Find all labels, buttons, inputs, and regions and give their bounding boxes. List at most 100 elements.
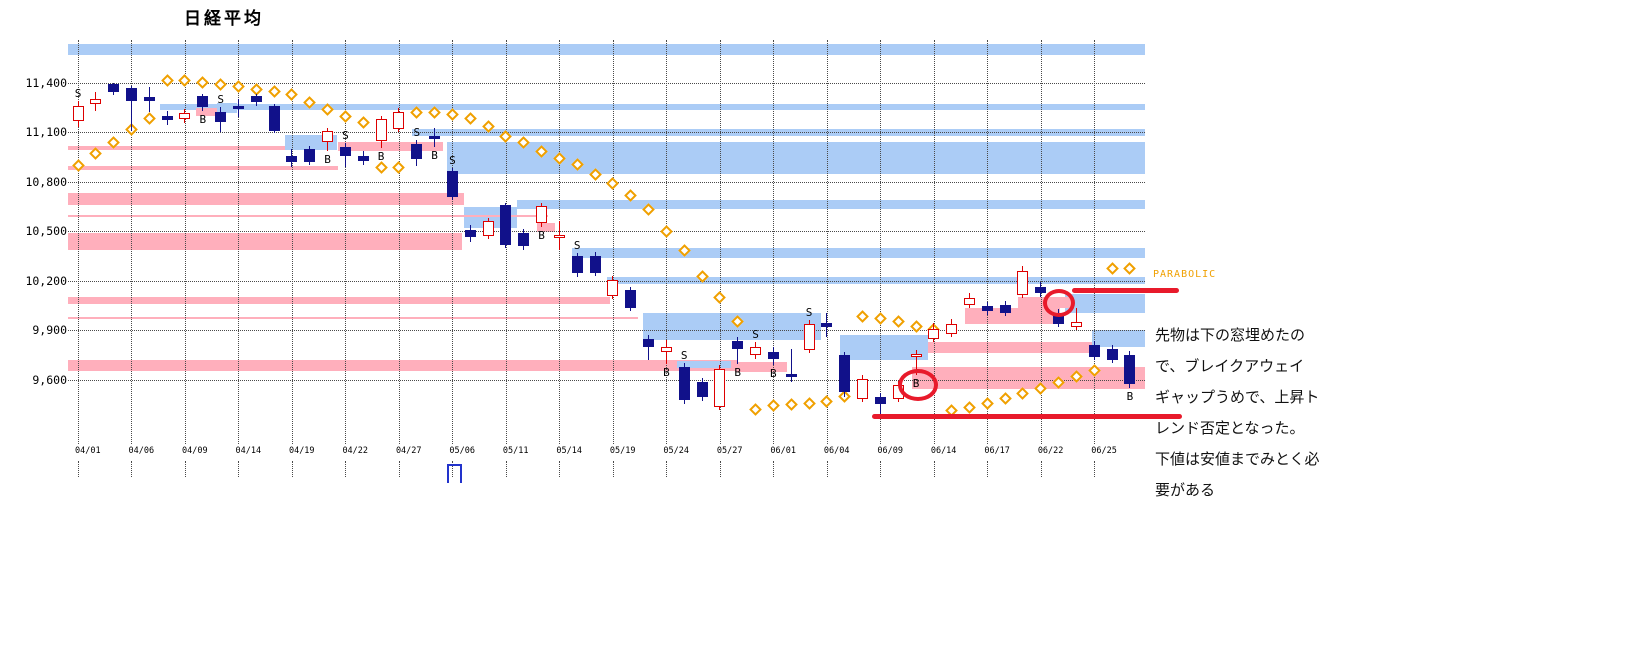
price-zone-blue [160, 104, 1145, 110]
price-zone-blue [1092, 330, 1145, 347]
parabolic-sar-dot [998, 392, 1012, 406]
parabolic-sar-dot [160, 74, 174, 87]
parabolic-sar-dot [463, 111, 477, 125]
parabolic-sar-dot [980, 397, 994, 411]
annotation-note-line: で、ブレイクアウェイ [1155, 357, 1305, 375]
candle-down [357, 155, 369, 161]
v-gridline [773, 40, 775, 444]
trade-marker-sell: S [342, 128, 349, 142]
candle-up [928, 329, 940, 340]
price-zone-pink [68, 193, 464, 205]
v-gridline [184, 40, 186, 444]
trade-marker-sell: S [74, 86, 82, 100]
x-axis-label: 05/19 [609, 446, 636, 456]
price-zone-pink [68, 215, 548, 217]
candle-up [375, 119, 387, 141]
annotation-note-line: ギャップうめで、上昇ト [1155, 388, 1320, 406]
candle-down [125, 88, 137, 102]
candle-down [429, 136, 441, 140]
candle-down [286, 155, 298, 162]
parabolic-sar-dot [749, 403, 762, 417]
axis-tick [612, 461, 614, 477]
annotation-red-line [872, 414, 1182, 419]
candle-down [625, 289, 637, 308]
price-zone-pink [68, 317, 638, 319]
parabolic-legend-label: PARABOLIC [1153, 269, 1217, 280]
price-zone-pink [68, 166, 338, 170]
trade-marker-sell: S [680, 349, 688, 363]
v-gridline [78, 40, 79, 444]
candle-wick [790, 349, 792, 382]
trade-marker-buy: B [199, 113, 207, 127]
x-axis-label: 05/11 [502, 446, 529, 456]
candle-up [322, 131, 334, 142]
candle-down [767, 352, 779, 360]
y-axis-label: 9,600 [32, 373, 67, 388]
parabolic-sar-dot [71, 159, 85, 173]
price-zone-pink [537, 223, 555, 232]
v-gridline [131, 40, 133, 444]
annotation-red-line [1072, 288, 1179, 293]
y-axis-label: 10,200 [25, 273, 67, 288]
trade-marker-sell: S [413, 126, 421, 140]
y-axis-label: 10,500 [25, 224, 67, 239]
v-gridline [1040, 40, 1042, 444]
price-zone-pink [68, 233, 462, 250]
axis-tick [880, 461, 882, 477]
x-axis-label: 04/06 [128, 446, 155, 456]
axis-tick [666, 461, 668, 477]
candle-up [482, 221, 494, 237]
candle-down [411, 143, 423, 159]
price-zone-blue [643, 313, 821, 340]
parabolic-sar-dot [178, 74, 192, 87]
x-axis-label: 04/01 [75, 446, 101, 456]
h-gridline [68, 181, 1145, 183]
axis-tick [773, 461, 775, 477]
candle-down [1106, 349, 1118, 361]
annotation-note-line: レンド否定となった。 [1155, 419, 1305, 437]
price-zone-blue [517, 200, 1145, 209]
candle-up [90, 99, 102, 105]
candle-up [607, 279, 619, 296]
candle-down [446, 170, 458, 197]
v-gridline [345, 40, 347, 444]
price-zone-blue [572, 248, 1145, 258]
y-axis-label: 11,400 [25, 75, 67, 90]
parabolic-sar-dot [713, 291, 727, 305]
parabolic-sar-dot [285, 88, 299, 101]
annotation-note-line: 先物は下の窓埋めたの [1155, 326, 1306, 344]
candle-down [518, 233, 530, 247]
candle-up [803, 324, 815, 351]
x-axis-label: 06/14 [930, 446, 957, 456]
candle-up [179, 113, 191, 120]
price-zone-pink [735, 362, 787, 372]
axis-tick [78, 461, 79, 477]
candle-wick [737, 337, 739, 365]
price-zone-blue [1065, 294, 1145, 313]
candle-down [304, 148, 316, 162]
parabolic-sar-dot [1016, 387, 1030, 401]
axis-tick [1094, 461, 1096, 477]
trade-marker-sell: S [805, 305, 813, 319]
parabolic-sar-dot [392, 161, 406, 175]
candle-down [589, 256, 601, 273]
h-gridline [68, 280, 1145, 282]
axis-tick [398, 461, 400, 477]
h-gridline [68, 380, 1145, 382]
price-zone-pink [68, 146, 285, 150]
trade-marker-sell: S [449, 153, 456, 167]
parabolic-sar-dot [891, 315, 905, 328]
candle-down [839, 355, 851, 392]
axis-tick [1040, 461, 1042, 477]
v-gridline [238, 40, 240, 444]
v-gridline [452, 40, 454, 444]
candle-up [393, 112, 405, 130]
candle-down [339, 146, 351, 156]
parabolic-sar-dot [196, 76, 210, 89]
parabolic-sar-dot [214, 78, 227, 91]
x-axis-label: 06/22 [1037, 446, 1064, 456]
axis-tick [826, 461, 828, 477]
annotation-red-circle [898, 369, 938, 401]
candle-down [108, 84, 120, 93]
